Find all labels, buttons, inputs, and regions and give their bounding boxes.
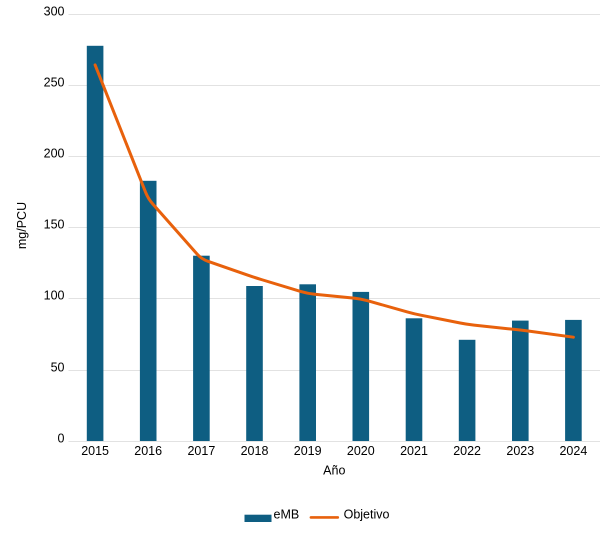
svg-text:250: 250 bbox=[44, 76, 65, 90]
svg-text:2022: 2022 bbox=[453, 444, 481, 458]
svg-text:0: 0 bbox=[58, 432, 65, 446]
svg-text:2017: 2017 bbox=[187, 444, 215, 458]
svg-text:2024: 2024 bbox=[559, 444, 587, 458]
svg-text:Año: Año bbox=[323, 464, 345, 478]
svg-text:mg/PCU: mg/PCU bbox=[15, 202, 29, 249]
svg-text:2016: 2016 bbox=[134, 444, 162, 458]
svg-text:100: 100 bbox=[44, 289, 65, 303]
svg-text:200: 200 bbox=[44, 147, 65, 161]
svg-text:2019: 2019 bbox=[294, 444, 322, 458]
svg-text:50: 50 bbox=[51, 361, 65, 375]
svg-text:2021: 2021 bbox=[400, 444, 428, 458]
svg-text:150: 150 bbox=[44, 218, 65, 232]
svg-text:2018: 2018 bbox=[241, 444, 269, 458]
svg-text:300: 300 bbox=[44, 5, 65, 19]
svg-text:2023: 2023 bbox=[506, 444, 534, 458]
svg-text:Objetivo: Objetivo bbox=[344, 508, 390, 522]
svg-text:2015: 2015 bbox=[81, 444, 109, 458]
svg-text:2020: 2020 bbox=[347, 444, 375, 458]
svg-text:eMB: eMB bbox=[274, 508, 300, 522]
